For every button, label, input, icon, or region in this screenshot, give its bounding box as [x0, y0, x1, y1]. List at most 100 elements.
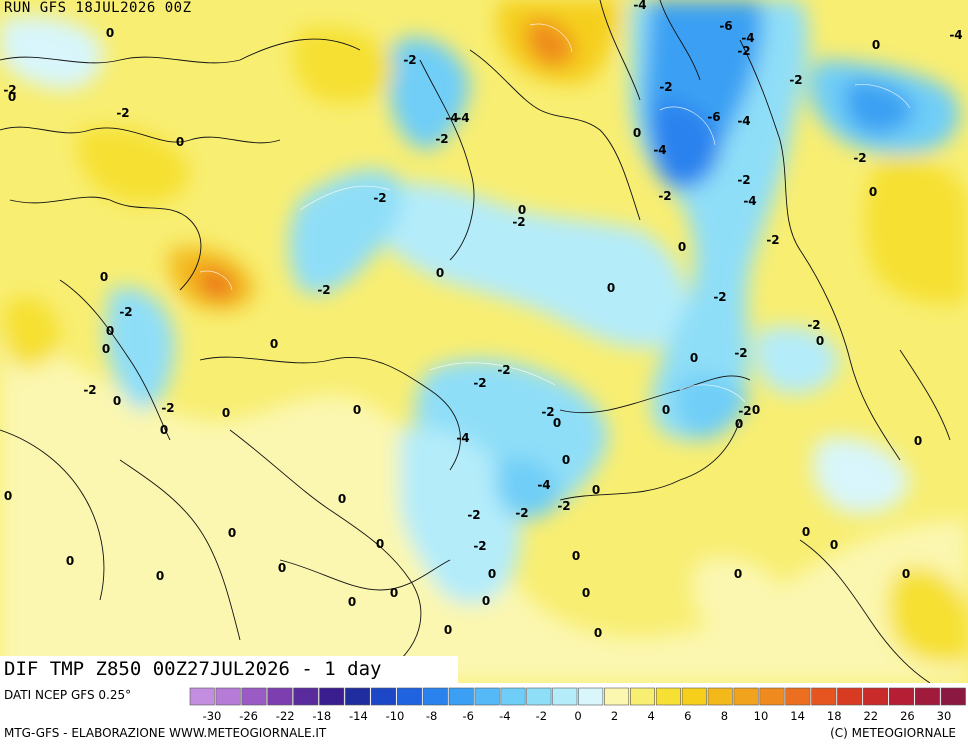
- legend-swatch: [785, 687, 811, 706]
- contour-label: 0: [662, 403, 670, 417]
- contour-label: 0: [594, 626, 602, 640]
- contour-label: -2: [737, 173, 750, 187]
- contour-label: -2: [659, 80, 672, 94]
- contour-label: 0: [869, 185, 877, 199]
- contour-label: -2: [658, 189, 671, 203]
- legend-swatch: [837, 687, 863, 706]
- contour-label: 0: [106, 324, 114, 338]
- legend-swatch: [681, 687, 707, 706]
- contour-label: 0: [160, 423, 168, 437]
- contour-label: 0: [690, 351, 698, 365]
- legend-label: -26: [239, 709, 258, 723]
- contour-label: 0: [816, 334, 824, 348]
- contour-label: 0: [176, 135, 184, 149]
- contour-label: 0: [8, 90, 16, 104]
- contour-label: 0: [582, 586, 590, 600]
- temperature-anomaly-map: -4-6-4-200-2-4-2-2-2-6 -4-2-4-2-4-40-20-2…: [0, 0, 968, 683]
- contour-label: 0: [572, 549, 580, 563]
- legend-swatch: [241, 687, 267, 706]
- legend-swatch: [863, 687, 889, 706]
- contour-label: 0: [228, 526, 236, 540]
- contour-label: 0: [914, 434, 922, 448]
- legend-label: -14: [349, 709, 368, 723]
- contour-label: 0: [562, 453, 570, 467]
- legend-swatch: [500, 687, 526, 706]
- contour-label: 0: [270, 337, 278, 351]
- contour-label: -4: [949, 28, 962, 42]
- contour-label: 0: [902, 567, 910, 581]
- legend-label: -30: [203, 709, 222, 723]
- contour-label: 0: [482, 594, 490, 608]
- contour-label: -4: [633, 0, 646, 12]
- contour-label: -4: [741, 31, 754, 45]
- contour-label: -2: [541, 405, 554, 419]
- contour-label: -2: [435, 132, 448, 146]
- legend-label: 18: [827, 709, 842, 723]
- contour-label: -2: [766, 233, 779, 247]
- legend-label: -2: [536, 709, 547, 723]
- contour-label: 0: [752, 403, 760, 417]
- legend-swatch: [759, 687, 785, 706]
- contour-label: 0: [66, 554, 74, 568]
- contour-label: -4: [653, 143, 666, 157]
- contour-label: 0: [735, 417, 743, 431]
- data-source: DATI NCEP GFS 0.25°: [4, 688, 132, 702]
- contour-label: 0: [802, 525, 810, 539]
- contour-label: 0: [872, 38, 880, 52]
- contour-label: 0: [444, 623, 452, 637]
- legend-swatch: [267, 687, 293, 706]
- legend-label: -18: [312, 709, 331, 723]
- contour-label: 0: [353, 403, 361, 417]
- legend-label: 6: [684, 709, 691, 723]
- contour-label: -2: [789, 73, 802, 87]
- legend-swatch: [733, 687, 759, 706]
- legend-swatch: [811, 687, 837, 706]
- contour-label: 0: [106, 26, 114, 40]
- legend-swatch: [888, 687, 914, 706]
- legend-swatch: [215, 687, 241, 706]
- contour-label: -4: [737, 114, 750, 128]
- contour-label: -2: [473, 539, 486, 553]
- copyright-credit: (C) METEOGIORNALE: [830, 726, 956, 740]
- contour-label: 0: [348, 595, 356, 609]
- legend-swatch: [940, 687, 966, 706]
- contour-label: -2: [317, 283, 330, 297]
- contour-label: 0: [734, 567, 742, 581]
- contour-label: -2: [737, 44, 750, 58]
- legend-label: -4: [499, 709, 510, 723]
- elaboration-credit: MTG-GFS - ELABORAZIONE WWW.METEOGIORNALE…: [4, 726, 327, 740]
- contour-label: -2: [373, 191, 386, 205]
- contour-label: 0: [518, 203, 526, 217]
- legend-label: 14: [790, 709, 805, 723]
- contour-label: -4: [456, 431, 469, 445]
- contour-label: -4: [743, 194, 756, 208]
- contour-label: -2: [3, 83, 16, 97]
- legend-swatches: [189, 687, 966, 706]
- contour-label: -2: [738, 404, 751, 418]
- contour-label: -4: [445, 111, 458, 125]
- legend-swatch: [422, 687, 448, 706]
- legend-label: 30: [937, 709, 952, 723]
- legend-label: 0: [574, 709, 581, 723]
- legend-label: 22: [863, 709, 878, 723]
- legend-swatch: [604, 687, 630, 706]
- anomaly-fields: [0, 0, 968, 683]
- legend-label: -10: [386, 709, 405, 723]
- contour-label: 0: [4, 489, 12, 503]
- legend-swatch: [448, 687, 474, 706]
- contour-label: -6: [707, 110, 720, 124]
- contour-label: 0: [376, 537, 384, 551]
- contour-label: -2: [713, 290, 726, 304]
- contour-label: -2: [403, 53, 416, 67]
- legend-label: 8: [721, 709, 728, 723]
- contour-label: -6: [719, 19, 732, 33]
- legend-label: 2: [611, 709, 618, 723]
- contour-label: -2: [807, 318, 820, 332]
- legend-label: 26: [900, 709, 915, 723]
- legend-label: 10: [754, 709, 769, 723]
- color-legend: -30 -26 -22 -18 -14 -10 -8 -6 -4 -2 0 2 4 6 8 10 14 18 22 2…: [189, 687, 966, 723]
- contour-label: -2: [116, 106, 129, 120]
- legend-tick-labels: -30 -26 -22 -18 -14 -10 -8 -6 -4 -2 0 2 4 6 8 10 14 18 22 2…: [203, 709, 952, 723]
- contour-label: 0: [607, 281, 615, 295]
- contour-label: 0: [156, 569, 164, 583]
